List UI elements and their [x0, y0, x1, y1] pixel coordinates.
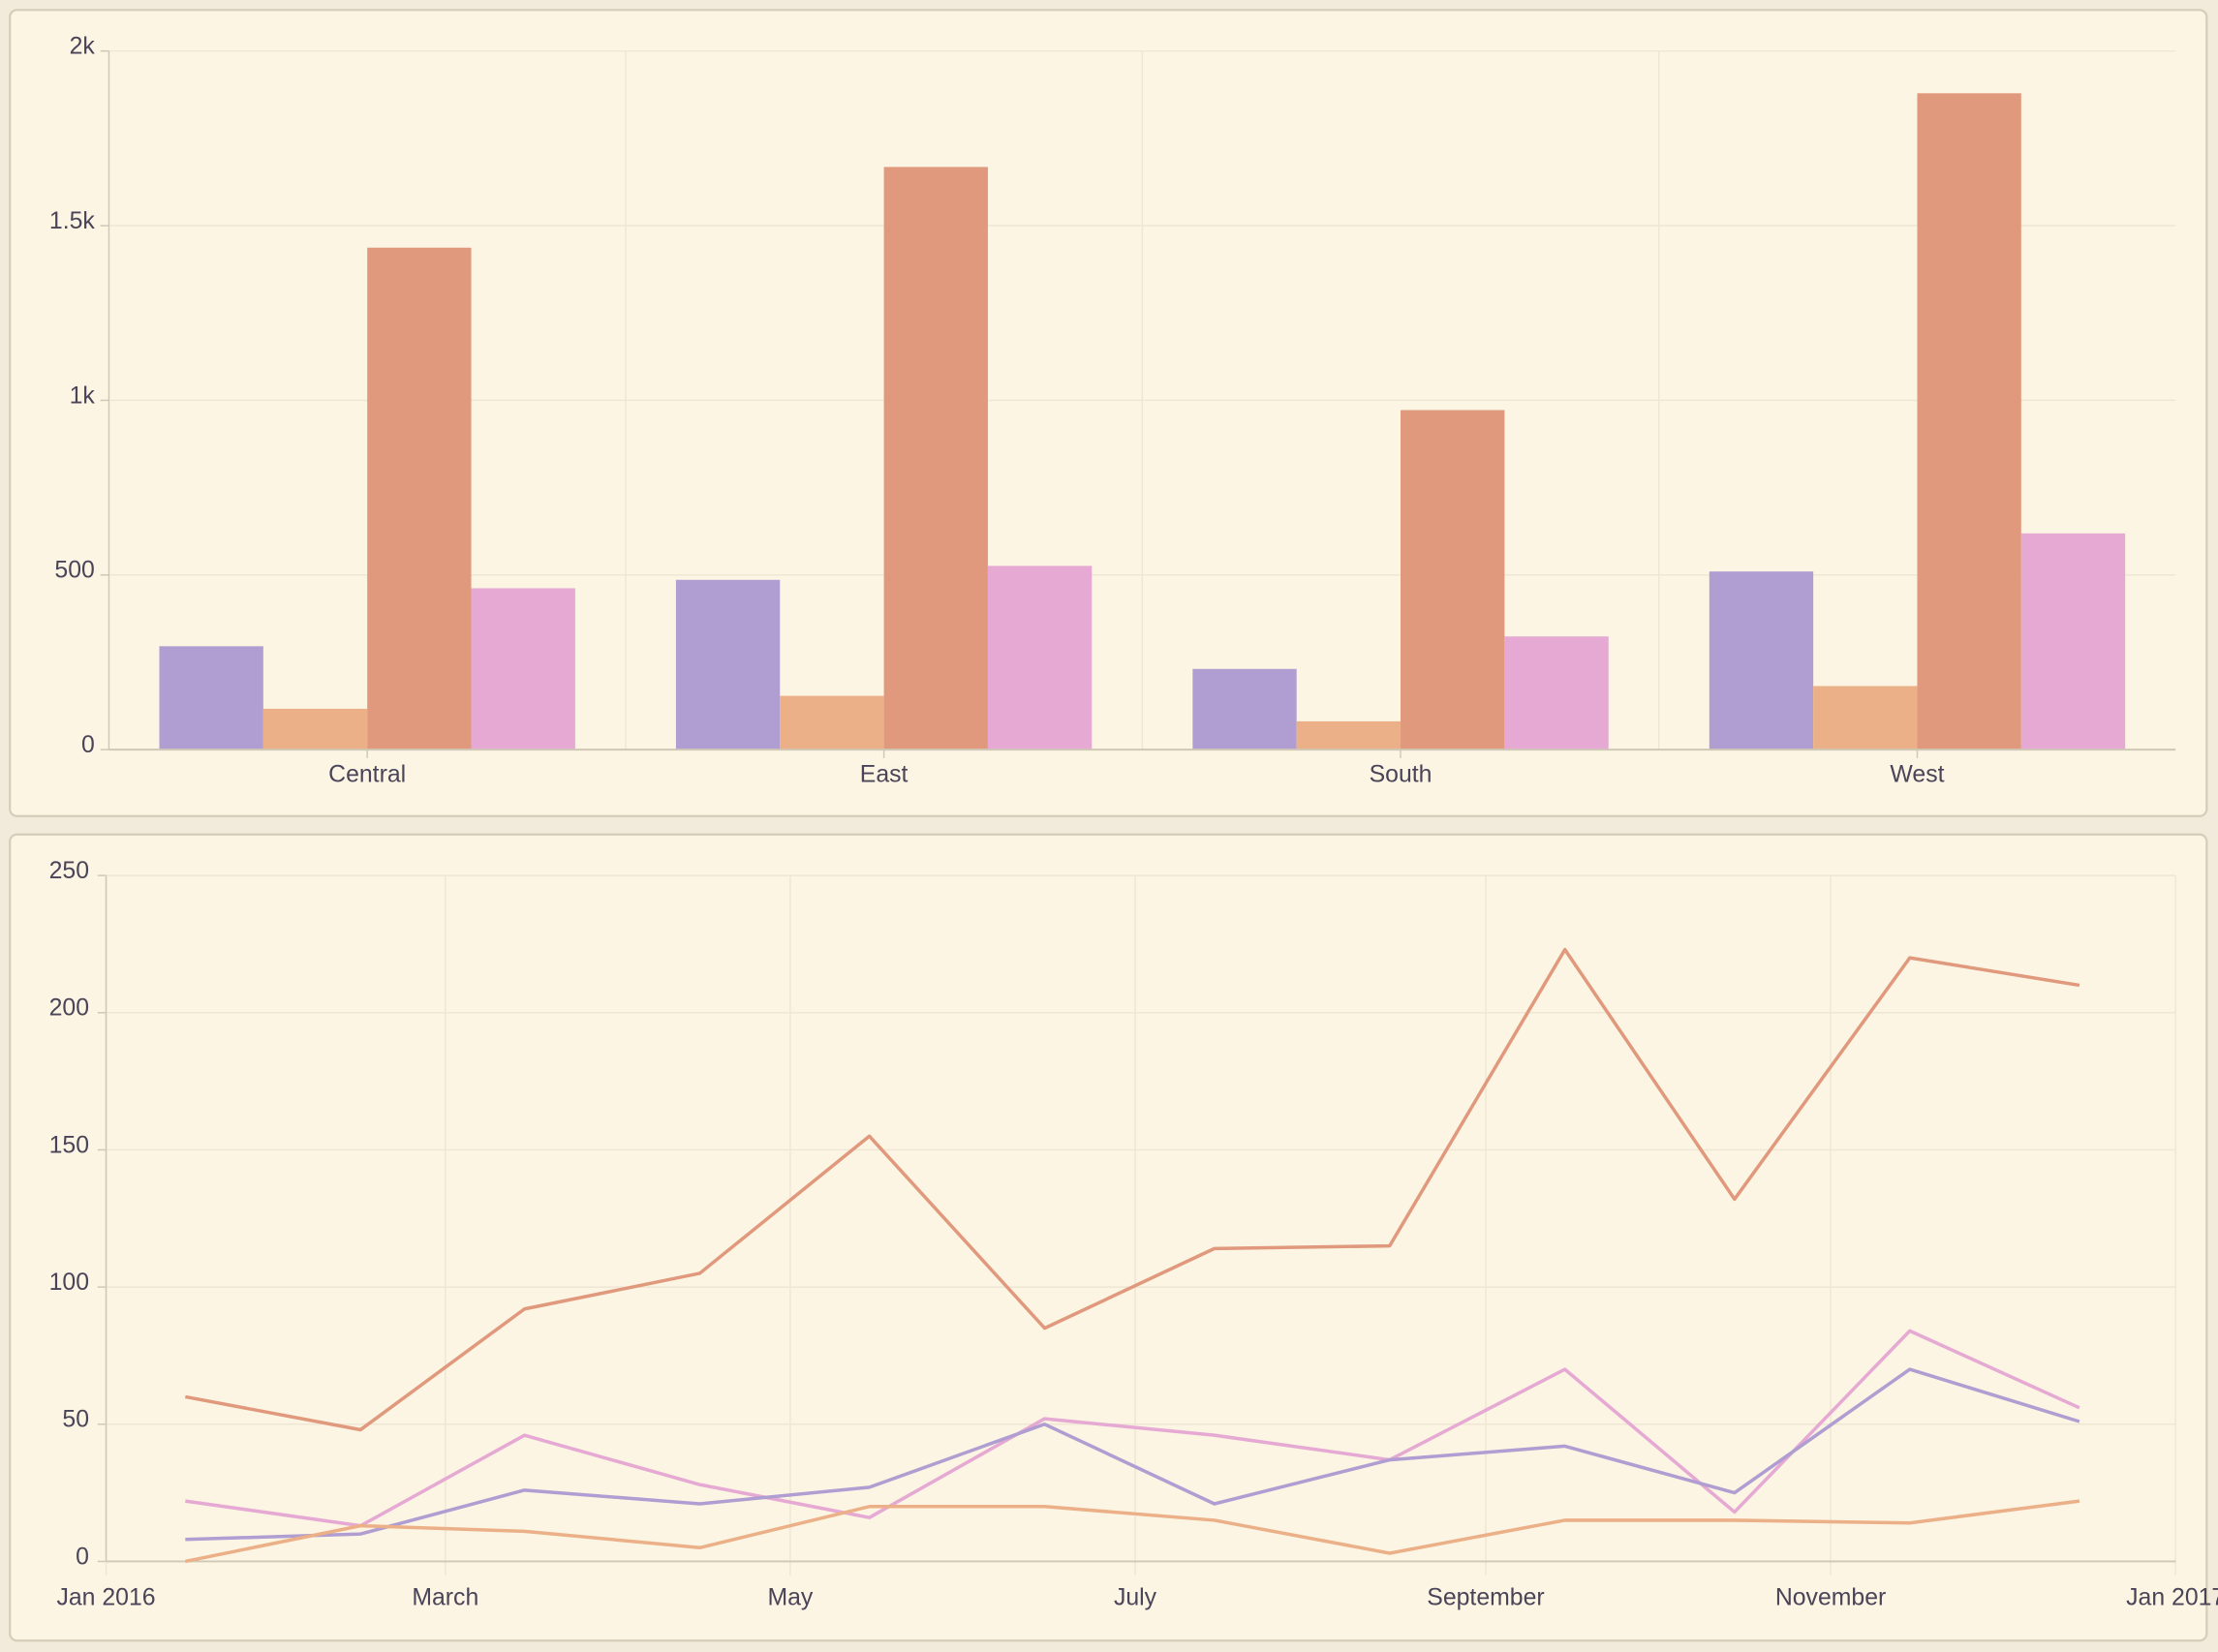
bar-east-series-4 [987, 566, 1093, 750]
bar-central-series-1 [159, 646, 263, 750]
y-tick-label: 0 [76, 1544, 89, 1570]
bar-south-series-3 [1401, 410, 1505, 750]
x-tick-label: November [1775, 1585, 1886, 1611]
y-tick-label: 150 [49, 1132, 89, 1158]
x-tick-label: East [860, 762, 909, 788]
y-tick-label: 1.5k [49, 208, 95, 234]
y-tick-label: 500 [54, 558, 94, 584]
y-tick-label: 50 [62, 1407, 89, 1433]
y-tick-label: 1k [70, 382, 96, 409]
bar-east-series-1 [675, 579, 781, 750]
line-chart: 0 50 100 150 200 250 Jan 2016 March May July Septe… [49, 858, 2218, 1611]
bar-east-series-2 [780, 695, 884, 750]
line-series-4 [184, 1499, 2080, 1564]
bar-chart: 0 500 1k 1.5k 2k Central East South West [49, 34, 2176, 788]
line-chart-panel [9, 833, 2208, 1642]
y-tick-label: 100 [49, 1270, 89, 1296]
bar-central-series-4 [471, 588, 575, 750]
bar-south-series-2 [1296, 720, 1402, 750]
x-tick-label: West [1890, 762, 1944, 788]
bar-west-series-3 [1917, 93, 2021, 750]
line-series-3 [185, 1367, 2080, 1542]
y-tick-label: 250 [49, 858, 89, 884]
line-series-1 [184, 947, 2080, 1432]
y-tick-label: 2k [70, 34, 96, 60]
bar-south-series-1 [1192, 668, 1297, 750]
x-tick-label: March [412, 1585, 478, 1611]
bar-central-series-3 [367, 247, 472, 750]
x-tick-label: Jan 2017 [2126, 1585, 2218, 1611]
y-tick-label: 200 [49, 995, 89, 1022]
bar-west-series-4 [2020, 533, 2126, 750]
bar-central-series-2 [262, 708, 368, 750]
x-tick-label: May [767, 1585, 813, 1611]
x-tick-label: September [1427, 1585, 1544, 1611]
x-tick-label: Central [328, 762, 406, 788]
bar-south-series-4 [1504, 636, 1609, 750]
x-tick-label: July [1114, 1585, 1157, 1611]
x-tick-label: Jan 2016 [56, 1585, 155, 1611]
line-series-2 [185, 1329, 2080, 1528]
x-tick-label: South [1370, 762, 1432, 788]
y-tick-label: 0 [81, 732, 95, 758]
bar-west-series-2 [1813, 686, 1918, 750]
bar-west-series-1 [1709, 571, 1814, 750]
bar-east-series-3 [883, 167, 988, 750]
